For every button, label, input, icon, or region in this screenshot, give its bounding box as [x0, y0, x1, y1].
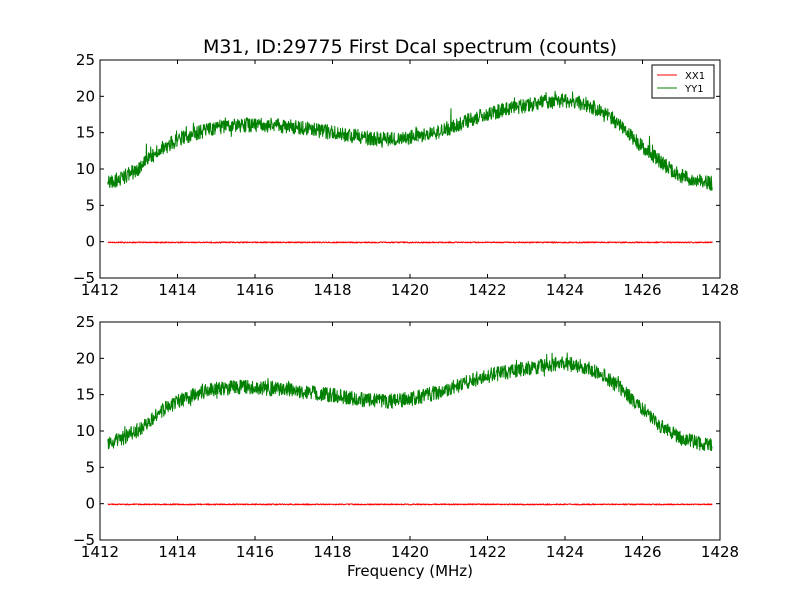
y-tick-label: −5 — [73, 531, 95, 549]
y-tick-label: 15 — [76, 124, 95, 142]
top-series-xx1-line — [107, 241, 713, 244]
legend-label-yy1: YY1 — [684, 84, 704, 95]
x-tick-label: 1426 — [623, 543, 661, 561]
y-tick-label: 5 — [85, 196, 95, 214]
x-tick-label: 1418 — [313, 281, 351, 299]
y-tick-label: 20 — [76, 349, 95, 367]
x-tick-label: 1426 — [623, 281, 661, 299]
top-series-yy1-line — [107, 90, 713, 191]
x-tick-label: 1416 — [236, 281, 274, 299]
x-tick-label: 1420 — [391, 281, 429, 299]
x-tick-label: 1416 — [236, 543, 274, 561]
x-tick-label: 1420 — [391, 543, 429, 561]
x-tick-label: 1424 — [546, 281, 584, 299]
top-panel: 1412 1414 1416 1418 1420 1422 1424 1426 1428 −5 0 5… — [73, 51, 739, 299]
y-tick-label: 25 — [76, 313, 95, 331]
y-tick-label: 10 — [76, 422, 95, 440]
y-tick-label: 25 — [76, 51, 95, 69]
bottom-panel: 1412 1414 1416 1418 1420 1422 1424 1426 1428 −5 0 5… — [73, 313, 739, 561]
x-tick-label: 1418 — [313, 543, 351, 561]
bottom-series-series-1-line — [107, 503, 713, 506]
x-tick-label: 1422 — [468, 543, 506, 561]
x-tick-label: 1424 — [546, 543, 584, 561]
x-tick-label: 1422 — [468, 281, 506, 299]
x-tick-label: 1414 — [158, 281, 196, 299]
y-tick-label: 0 — [85, 233, 95, 251]
y-tick-label: 0 — [85, 495, 95, 513]
x-tick-label: 1414 — [158, 543, 196, 561]
x-tick-label: 1412 — [81, 543, 119, 561]
plot-area-bottom — [107, 352, 713, 506]
y-tick-label: 5 — [85, 458, 95, 476]
y-tick-label: 15 — [76, 386, 95, 404]
y-tick-label: 10 — [76, 160, 95, 178]
chart-title: M31, ID:29775 First Dcal spectrum (count… — [203, 36, 617, 58]
legend-box — [651, 64, 715, 99]
plot-area-top — [107, 90, 713, 244]
bottom-series-series-2-line — [107, 352, 713, 451]
x-tick-label: 1428 — [701, 543, 739, 561]
x-tick-label: 1428 — [701, 281, 739, 299]
x-tick-label: 1412 — [81, 281, 119, 299]
legend-label-xx1: XX1 — [685, 71, 705, 82]
y-tick-label: 20 — [76, 87, 95, 105]
x-axis-label: Frequency (MHz) — [347, 562, 473, 580]
y-tick-label: −5 — [73, 269, 95, 287]
